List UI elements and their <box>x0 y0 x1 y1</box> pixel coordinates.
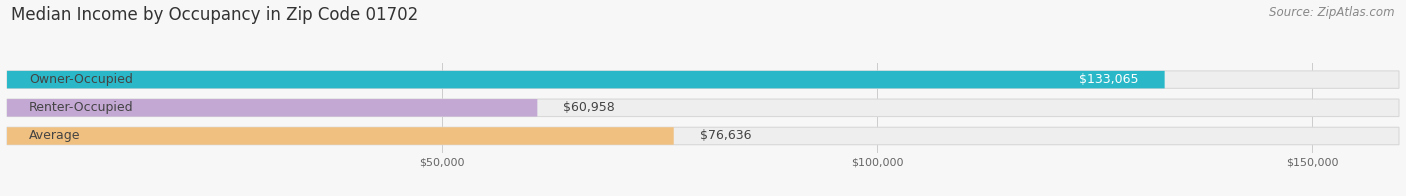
Text: Average: Average <box>28 130 80 142</box>
FancyBboxPatch shape <box>7 127 673 145</box>
Text: $60,958: $60,958 <box>564 101 616 114</box>
Text: $76,636: $76,636 <box>700 130 751 142</box>
FancyBboxPatch shape <box>7 71 1399 88</box>
FancyBboxPatch shape <box>7 99 1399 117</box>
Text: Owner-Occupied: Owner-Occupied <box>28 73 132 86</box>
Text: $133,065: $133,065 <box>1078 73 1139 86</box>
Text: Median Income by Occupancy in Zip Code 01702: Median Income by Occupancy in Zip Code 0… <box>11 6 419 24</box>
Text: Renter-Occupied: Renter-Occupied <box>28 101 134 114</box>
FancyBboxPatch shape <box>7 127 1399 145</box>
FancyBboxPatch shape <box>7 71 1164 88</box>
Text: Source: ZipAtlas.com: Source: ZipAtlas.com <box>1270 6 1395 19</box>
FancyBboxPatch shape <box>7 99 537 117</box>
